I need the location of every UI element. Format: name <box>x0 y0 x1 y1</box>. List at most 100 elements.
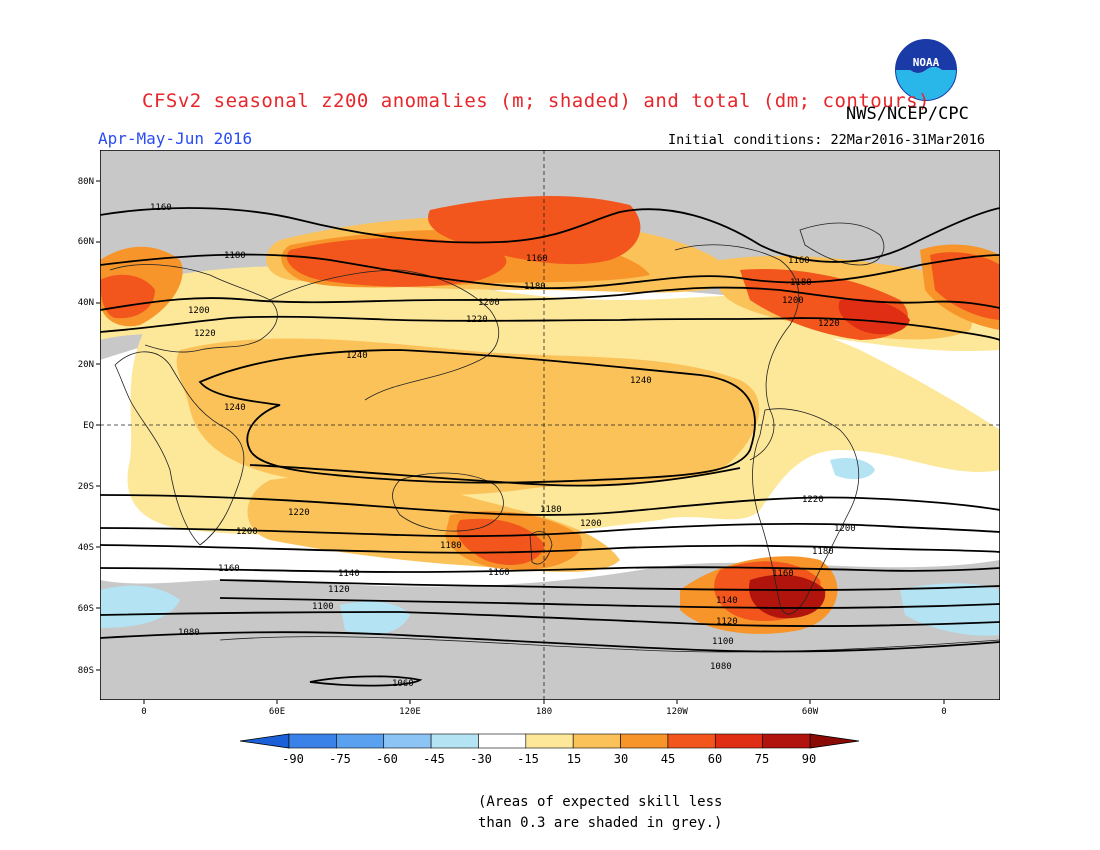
contour-label: 1180 <box>790 278 812 288</box>
chart-title: CFSv2 seasonal z200 anomalies (m; shaded… <box>142 90 930 112</box>
colorbar-label: 60 <box>708 752 722 766</box>
lon-label: 0 <box>941 707 946 717</box>
colorbar-label: 90 <box>802 752 816 766</box>
lon-label: 120W <box>666 707 688 717</box>
contour-1200-nh <box>100 286 1000 311</box>
contour-label: 1120 <box>716 617 738 627</box>
colorbar-segment <box>620 733 669 749</box>
colorbar-label: 75 <box>755 752 769 766</box>
contour-label: 1200 <box>188 306 210 316</box>
contour-label: 1180 <box>224 251 246 261</box>
contour-1240-sh <box>249 464 741 487</box>
lat-label: 80N <box>78 177 94 187</box>
noaa-logo-text: NOAA <box>913 56 940 69</box>
footnote-line-1: (Areas of expected skill less <box>478 794 723 810</box>
contour-label: 1160 <box>788 256 810 266</box>
contour-label: 1200 <box>236 527 258 537</box>
contour-label: 1060 <box>392 679 414 689</box>
contour-1180-sh <box>100 544 1000 554</box>
anomaly-60-75-bering <box>428 195 641 265</box>
contour-1160-nh <box>100 207 1000 263</box>
lon-label: 60E <box>269 707 285 717</box>
contour-label: 1180 <box>524 282 546 292</box>
contour-label: 1160 <box>526 254 548 264</box>
longitude-axis: 0 60E 120E 180 120W 60W 0 <box>141 707 946 717</box>
colorbar-segment <box>288 733 337 749</box>
height-contours <box>100 207 1000 687</box>
anomaly-negative-indian-ocean <box>340 601 410 635</box>
colorbar-label: -45 <box>423 752 445 766</box>
colorbar-segment <box>667 733 716 749</box>
colorbar-label: -15 <box>517 752 539 766</box>
anomaly-60-75-europe-east <box>930 252 1000 320</box>
contour-labels: 1160 1180 1200 1220 1240 1240 1240 1220 … <box>150 203 856 689</box>
lon-label: 180 <box>536 707 552 717</box>
contour-1220-sh <box>100 494 1000 516</box>
contour-label: 1200 <box>834 524 856 534</box>
colorbar-label: -90 <box>282 752 304 766</box>
footnote-line-2: than 0.3 are shaded in grey.) <box>478 815 723 831</box>
organization-label: NWS/NCEP/CPC <box>846 104 969 124</box>
contour-1080-sh <box>100 631 1000 653</box>
contour-label: 1120 <box>328 585 350 595</box>
contour-1120-sh <box>219 597 1000 609</box>
lon-label: 60W <box>802 707 819 717</box>
contour-1180-nh <box>100 253 1000 290</box>
contour-label: 1140 <box>338 569 360 579</box>
lat-label: 60N <box>78 237 94 247</box>
contour-label: 1180 <box>440 541 462 551</box>
colorbar-segment <box>572 733 621 749</box>
contour-label: 1100 <box>712 637 734 647</box>
contour-label: 1200 <box>782 296 804 306</box>
contour-label: 1180 <box>540 505 562 515</box>
colorbar-segment <box>762 733 811 749</box>
colorbar-segment <box>430 733 479 749</box>
contour-label: 1220 <box>466 315 488 325</box>
colorbar-segment <box>383 733 432 749</box>
contour-label: 1160 <box>150 203 172 213</box>
anomaly-negative-south-atlantic <box>830 458 875 480</box>
contour-label: 1160 <box>488 568 510 578</box>
contour-label: 1220 <box>802 495 824 505</box>
contour-label: 1160 <box>772 569 794 579</box>
anomaly-negative-southern-ocean-west <box>100 585 180 628</box>
colorbar-segment <box>714 733 763 749</box>
contour-label: 1140 <box>716 596 738 606</box>
colorbar-label: -30 <box>470 752 492 766</box>
colorbar-low-arrow <box>239 733 290 749</box>
contour-1140-sh <box>219 579 1000 591</box>
contour-label: 1220 <box>818 319 840 329</box>
contour-label: 1220 <box>288 508 310 518</box>
anomaly-60-75-north-pacific <box>286 238 507 287</box>
colorbar <box>239 733 860 749</box>
colorbar-labels: -90 -75 -60 -45 -30 -15 15 30 45 60 75 9… <box>282 752 816 766</box>
colorbar-segment <box>336 733 385 749</box>
contour-label: 1100 <box>312 602 334 612</box>
contour-label: 1160 <box>218 564 240 574</box>
anomaly-30-45-tropics <box>176 338 760 496</box>
contour-1240-tropics <box>198 349 756 484</box>
contour-label: 1080 <box>178 628 200 638</box>
skill-footnote: (Areas of expected skill less than 0.3 a… <box>478 792 722 834</box>
lat-label: 20S <box>78 482 94 492</box>
forecast-period: Apr-May-Jun 2016 <box>98 129 253 148</box>
contour-label: 1180 <box>812 547 834 557</box>
noaa-logo: NOAA <box>895 39 957 101</box>
contour-1060-sh <box>309 675 423 687</box>
contour-label: 1080 <box>710 662 732 672</box>
colorbar-label: 15 <box>567 752 581 766</box>
contour-label: 1200 <box>580 519 602 529</box>
lat-label: 20N <box>78 360 94 370</box>
lon-label: 120E <box>399 707 421 717</box>
lat-label: 80S <box>78 666 94 676</box>
colorbar-label: 30 <box>614 752 628 766</box>
latitude-axis: 80N 60N 40N 20N EQ 20S 40S 60S 80S <box>78 177 94 676</box>
contour-label: 1240 <box>224 403 246 413</box>
lat-label: EQ <box>83 421 94 431</box>
colorbar-segment <box>478 733 527 749</box>
contour-label: 1240 <box>630 376 652 386</box>
coastlines <box>109 222 1000 653</box>
anomaly-75-90-north-atlantic <box>838 298 910 335</box>
contour-label: 1240 <box>346 351 368 361</box>
contour-1220-nh <box>100 315 1000 341</box>
